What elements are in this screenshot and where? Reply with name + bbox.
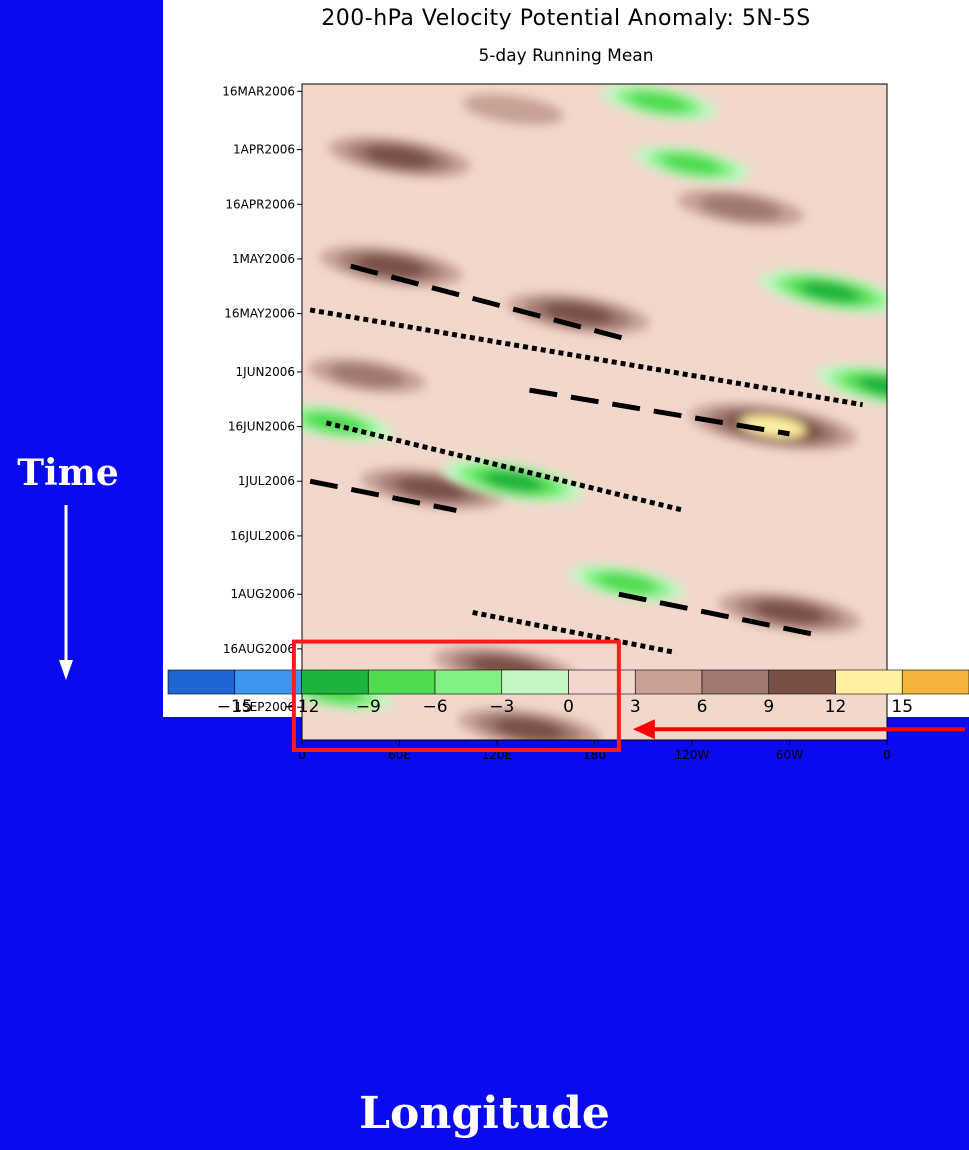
anomaly-contour [630,91,689,114]
x-tick-label: 0 [883,748,891,762]
y-tick-label: 1AUG2006 [231,587,295,601]
anomaly-negative-130E [442,459,585,503]
colorbar-label: −3 [489,697,514,717]
chart-subtitle: 5-day Running Mean [478,46,654,66]
y-tick-label: 16AUG2006 [223,642,295,656]
dashed-trend-line [529,387,790,437]
anomaly-contour [801,281,859,303]
colorbar-swatch [167,669,236,695]
anomaly-contour [754,600,825,625]
colorbar-swatch [234,669,302,695]
anomaly-positive-60E [328,136,471,178]
colorbar-swatch [568,669,636,695]
anomaly-positive-140E [458,708,601,740]
anomaly-contour [462,94,564,125]
dotted-trend-line [472,609,677,655]
colorbar-label: 12 [825,697,847,717]
highlight-box [291,639,621,752]
colorbar-swatch [434,669,503,695]
time-axis-label: Time [17,452,119,494]
y-tick-label: 16MAR2006 [222,84,295,98]
y-tick-label: 16APR2006 [225,197,295,211]
colorbar-label: 6 [697,697,708,717]
colorbar-label: −15 [217,697,253,717]
anomaly-contour [484,470,542,492]
y-tick-label: 1MAY2006 [232,252,295,266]
anomaly-contour [397,476,467,501]
colorbar-label: 3 [630,697,641,717]
dashed-trend-line [350,263,628,342]
x-tick-label: 120W [675,748,710,762]
colorbar-label: 9 [763,697,774,717]
y-tick-label: 16JUL2006 [230,529,295,543]
dashed-trend-line [618,591,815,637]
longitude-label: Longitude [359,1088,610,1139]
highlight-arrow-head [632,719,655,740]
colorbar-swatch [768,669,836,695]
y-tick-label: 16MAY2006 [224,307,295,321]
x-tick-label: 0 [298,748,306,762]
x-tick-label: 60W [776,748,803,762]
colorbar-swatch [634,669,703,695]
anomaly-contour [699,194,782,222]
y-tick-label: 1JUN2006 [236,365,295,379]
time-arrow [59,505,73,680]
colorbar-swatch [901,669,969,695]
anomaly-positive-290E [689,403,857,450]
anomaly-contour [494,717,565,740]
colorbar-label: −12 [284,697,320,717]
anomaly-positive-40E [308,358,426,393]
y-tick-label: 16JUN2006 [228,420,295,434]
y-tick-label: 1SEP2006 [234,700,295,714]
anomaly-contour [328,363,406,389]
anomaly-contour [305,412,364,434]
anomaly-positive-270E [677,189,804,227]
colorbar-label: 0 [563,697,574,717]
colorbar-swatch [701,669,770,695]
anomaly-contour [662,153,722,175]
anomaly-negative-200E [568,564,686,602]
colorbar-swatch [501,669,569,695]
dashed-trend-line [309,478,457,513]
y-tick-label: 1JUL2006 [238,474,295,488]
anomaly-positive-55E [320,245,463,287]
y-tick-label: 1APR2006 [233,143,295,157]
chart-title: 200-hPa Velocity Potential Anomaly: 5N-5… [321,6,811,31]
anomaly-negative-240E [633,145,751,183]
colorbar-label: 15 [891,697,913,717]
y-axis: 16MAR2006 1APR2006 16APR2006 1MAY2006 16MAY2… [222,84,302,714]
colorbar-swatch [835,669,903,695]
colorbar: −15 −12 −9 −6 −3 0 3 6 9 12 15 [167,669,969,717]
annotations [291,263,965,752]
colorbar-swatch [301,669,369,695]
anomaly-positive-130E [462,94,564,125]
colorbar-label: −6 [422,697,447,717]
dotted-trend-line [309,307,864,408]
anomaly-contour [364,145,435,169]
time-arrow-head [59,660,73,680]
colorbar-label: −9 [356,697,381,717]
colorbar-swatch [367,669,436,695]
dotted-trend-line [325,420,685,513]
heatmap-field [302,84,887,740]
anomaly-negative-220E [601,84,718,121]
anomaly-contour [597,572,657,595]
anomaly-negative-325E [759,270,887,314]
